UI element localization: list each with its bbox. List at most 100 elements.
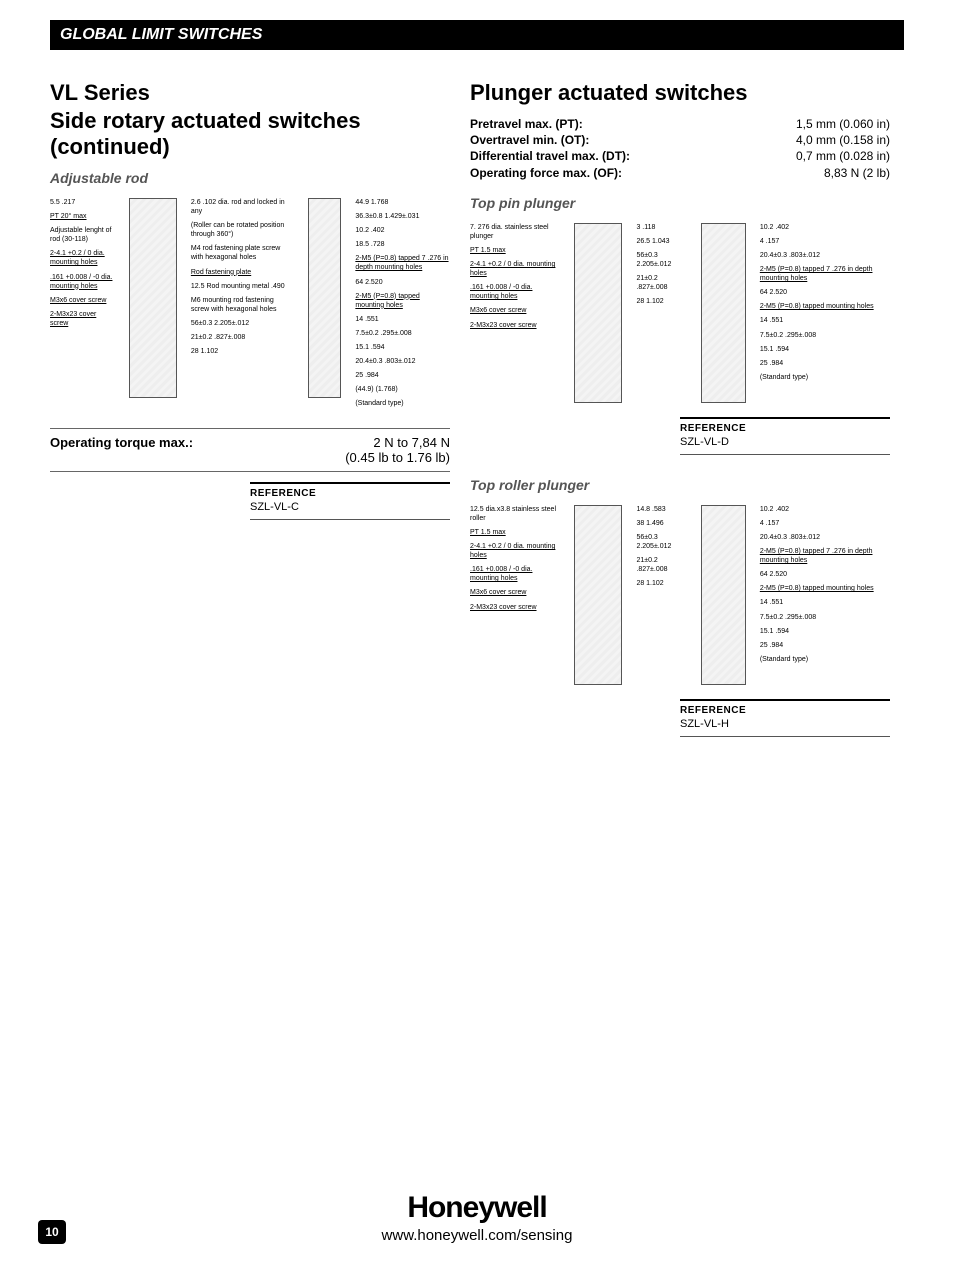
variant-top-roller-plunger: Top roller plunger <box>470 477 890 493</box>
dim-label: 3 .118 <box>636 223 683 232</box>
reference-header: REFERENCE <box>250 488 450 499</box>
dim-label: 2-M5 (P=0.8) tapped 7 .276 in depth moun… <box>760 265 890 283</box>
standard-type-note: (Standard type) <box>760 373 890 382</box>
standard-type-note: (Standard type) <box>355 399 450 408</box>
roller-front-drawing <box>574 505 623 685</box>
dim-label: 2-M3x23 cover screw <box>470 321 560 330</box>
dim-label: 2.6 .102 dia. rod and locked in any <box>191 198 291 216</box>
dim-label: 56±0.3 2.205±.012 <box>191 319 291 328</box>
spec-label: Overtravel min. (OT): <box>470 132 589 148</box>
reference-block: REFERENCE SZL-VL-C <box>250 482 450 520</box>
reference-block: REFERENCE SZL-VL-D <box>680 417 890 455</box>
dim-label: 5.5 .217 <box>50 198 115 207</box>
pin-mid-labels: 3 .118 26.5 1.043 56±0.3 2.205±.012 21±0… <box>636 223 683 312</box>
front-view-drawing <box>129 198 177 398</box>
specs-table: Pretravel max. (PT):1,5 mm (0.060 in) Ov… <box>470 116 890 181</box>
dim-label: 4 .157 <box>760 237 890 246</box>
dim-label: 2-M5 (P=0.8) tapped mounting holes <box>760 584 890 593</box>
dim-label: 12.5 dia.x3.8 stainless steel roller <box>470 505 560 523</box>
standard-type-note: (Standard type) <box>760 655 890 664</box>
dim-label: 28 1.102 <box>191 347 291 356</box>
reference-value: SZL-VL-C <box>250 501 450 513</box>
dim-label: 15.1 .594 <box>760 345 890 354</box>
dim-label: 12.5 Rod mounting metal .490 <box>191 282 291 291</box>
dim-label: 20.4±0.3 .803±.012 <box>760 251 890 260</box>
dim-label: M3x6 cover screw <box>470 306 560 315</box>
dim-label: 2-4.1 +0.2 / 0 dia. mounting holes <box>470 542 560 560</box>
dim-label: 2-M5 (P=0.8) tapped mounting holes <box>760 302 890 311</box>
dim-label: M3x6 cover screw <box>50 296 115 305</box>
dim-label: (Roller can be rotated position through … <box>191 221 291 239</box>
dim-label: 15.1 .594 <box>760 627 890 636</box>
spec-label: Operating force max. (OF): <box>470 165 622 181</box>
pin-side-drawing <box>701 223 746 403</box>
dim-label: 2-4.1 +0.2 / 0 dia. mounting holes <box>470 260 560 278</box>
series-title: VL Series <box>50 80 450 106</box>
dim-label: M4 rod fastening plate screw with hexago… <box>191 244 291 262</box>
dim-label: 56±0.3 2.205±.012 <box>636 251 683 269</box>
dim-label: 14 .551 <box>760 598 890 607</box>
dim-label: 21±0.2 .827±.008 <box>636 556 683 574</box>
side-view-drawing <box>308 198 341 398</box>
dim-label: .161 +0.008 / -0 dia. mounting holes <box>470 283 560 301</box>
dim-label: 18.5 .728 <box>355 240 450 249</box>
diagram-center-labels: 2.6 .102 dia. rod and locked in any (Rol… <box>191 198 291 361</box>
dim-label: (44.9) (1.768) <box>355 385 450 394</box>
dim-label: 2-M5 (P=0.8) tapped 7 .276 in depth moun… <box>355 254 450 272</box>
dim-label: 10.2 .402 <box>760 223 890 232</box>
dim-label: 25 .984 <box>760 359 890 368</box>
spec-label: Differential travel max. (DT): <box>470 148 630 164</box>
dim-label: PT 1.5 max <box>470 528 560 537</box>
dim-label: 28 1.102 <box>636 297 683 306</box>
dim-label: 20.4±0.3 .803±.012 <box>760 533 890 542</box>
dim-label: 2-M3x23 cover screw <box>50 310 115 328</box>
plunger-section-title: Plunger actuated switches <box>470 80 890 106</box>
right-column: Plunger actuated switches Pretravel max.… <box>470 80 890 737</box>
honeywell-logo: Honeywell <box>0 1191 954 1225</box>
top-roller-plunger-diagram: 12.5 dia.x3.8 stainless steel roller PT … <box>470 505 890 685</box>
dim-label: 44.9 1.768 <box>355 198 450 207</box>
dim-label: 26.5 1.043 <box>636 237 683 246</box>
top-pin-plunger-diagram: 7. 276 dia. stainless steel plunger PT 1… <box>470 223 890 403</box>
dim-label: 7.5±0.2 .295±.008 <box>760 613 890 622</box>
dim-label: 2-M5 (P=0.8) tapped mounting holes <box>355 292 450 310</box>
dim-label: 2-M5 (P=0.8) tapped 7 .276 in depth moun… <box>760 547 890 565</box>
pin-front-drawing <box>574 223 623 403</box>
dim-label: 2-4.1 +0.2 / 0 dia. mounting holes <box>50 249 115 267</box>
dim-label: .161 +0.008 / -0 dia. mounting holes <box>50 273 115 291</box>
dim-label: 64 2.520 <box>760 570 890 579</box>
dim-label: 38 1.496 <box>636 519 683 528</box>
spec-label: Pretravel max. (PT): <box>470 116 583 132</box>
dim-label: PT 1.5 max <box>470 246 560 255</box>
dim-label: 64 2.520 <box>760 288 890 297</box>
diagram-right-labels: 44.9 1.768 36.3±0.8 1.429±.031 10.2 .402… <box>355 198 450 414</box>
reference-block: REFERENCE SZL-VL-H <box>680 699 890 737</box>
operating-torque: Operating torque max.: 2 N to 7,84 N (0.… <box>50 428 450 472</box>
page-header: GLOBAL LIMIT SWITCHES <box>50 20 904 50</box>
left-column: VL Series Side rotary actuated switches … <box>50 80 450 737</box>
torque-value: 2 N to 7,84 N <box>345 435 450 450</box>
torque-value-imperial: (0.45 lb to 1.76 lb) <box>345 450 450 465</box>
roller-left-labels: 12.5 dia.x3.8 stainless steel roller PT … <box>470 505 560 617</box>
variant-top-pin-plunger: Top pin plunger <box>470 195 890 211</box>
reference-header: REFERENCE <box>680 423 890 434</box>
pin-left-labels: 7. 276 dia. stainless steel plunger PT 1… <box>470 223 560 335</box>
reference-value: SZL-VL-D <box>680 436 890 448</box>
pin-right-labels: 10.2 .402 4 .157 20.4±0.3 .803±.012 2-M5… <box>760 223 890 387</box>
dim-label: 14.8 .583 <box>636 505 683 514</box>
dim-label: Rod fastening plate <box>191 268 291 277</box>
dim-label: 14 .551 <box>760 316 890 325</box>
dim-label: 21±0.2 .827±.008 <box>191 333 291 342</box>
reference-value: SZL-VL-H <box>680 718 890 730</box>
roller-right-labels: 10.2 .402 4 .157 20.4±0.3 .803±.012 2-M5… <box>760 505 890 669</box>
dim-label: 14 .551 <box>355 315 450 324</box>
dim-label: 36.3±0.8 1.429±.031 <box>355 212 450 221</box>
brand-url: www.honeywell.com/sensing <box>0 1227 954 1244</box>
dim-label: 7.5±0.2 .295±.008 <box>355 329 450 338</box>
dim-label: 25 .984 <box>355 371 450 380</box>
spec-value: 0,7 mm (0.028 in) <box>796 148 890 164</box>
dim-label: M6 mounting rod fastening screw with hex… <box>191 296 291 314</box>
dim-label: 21±0.2 .827±.008 <box>636 274 683 292</box>
dim-label: 20.4±0.3 .803±.012 <box>355 357 450 366</box>
dim-label: 28 1.102 <box>636 579 683 588</box>
